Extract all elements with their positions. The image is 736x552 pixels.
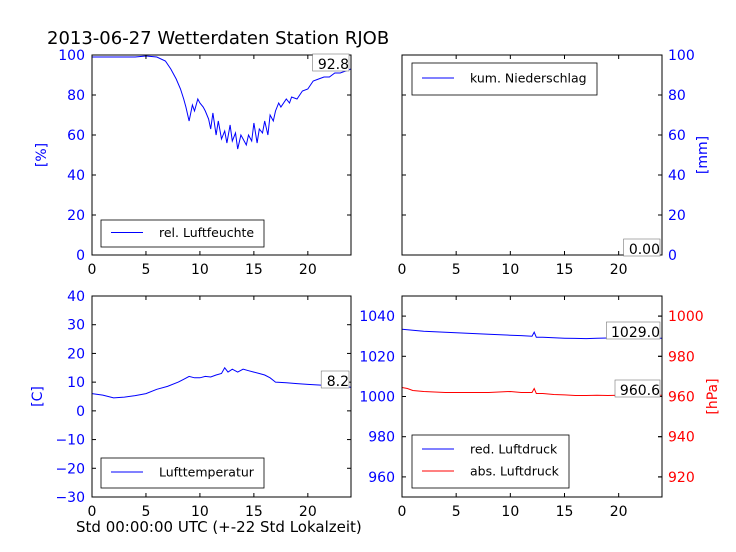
y-tick-label: −10	[55, 433, 85, 449]
y-tick-label: 40	[67, 168, 85, 184]
y-axis-label: [%]	[34, 143, 50, 167]
y-tick-label: 960	[368, 470, 395, 486]
y-tick-label: 10	[67, 375, 85, 391]
x-tick-label: 20	[299, 504, 317, 520]
plot-frame	[91, 295, 352, 498]
y-tick-label: 0	[76, 248, 85, 264]
x-tick-label: 0	[398, 262, 407, 278]
y2-tick-label: 1000	[668, 309, 704, 325]
y-tick-label: 20	[67, 346, 85, 362]
current-value-box	[623, 238, 661, 257]
y-tick-label: 80	[668, 88, 686, 104]
x-tick-label: 20	[299, 262, 317, 278]
x-tick-label: 5	[141, 504, 150, 520]
plot-frame	[401, 54, 663, 256]
legend: kum. Niederschlag	[411, 62, 598, 96]
y-tick-label: 60	[668, 128, 686, 144]
x-tick-label: 0	[88, 504, 97, 520]
x-tick-label: 10	[191, 262, 209, 278]
y2-tick-label: 940	[668, 430, 695, 446]
y-tick-label: 100	[58, 48, 85, 64]
y-tick-label: 1040	[359, 309, 395, 325]
legend-entry: red. Luftdruck	[470, 442, 558, 457]
x-tick-label: 15	[556, 504, 574, 520]
x-tick-label: 5	[141, 262, 150, 278]
x-tick-label: 10	[191, 504, 209, 520]
x-tick-label: 15	[556, 262, 574, 278]
x-tick-label: 0	[88, 262, 97, 278]
x-tick-label: 5	[452, 262, 461, 278]
y-tick-label: 40	[668, 168, 686, 184]
y-tick-label: 1020	[359, 349, 395, 365]
legend-entry: kum. Niederschlag	[470, 71, 587, 86]
chart-panel-top-right: 0 5 10 15 20 0 20 40 60 80 100 [mm] kum. Niederschla…	[398, 48, 711, 278]
chart-panel-bottom-left: 0 5 10 15 20 −30 −20 −10 0 10 20 30 40 [C] Lufttempera…	[30, 289, 352, 520]
y-tick-label: 0	[76, 404, 85, 420]
y-axis-label: [mm]	[695, 136, 711, 174]
legend: Lufttemperatur	[100, 457, 265, 489]
legend-entry: abs. Luftdruck	[470, 464, 560, 479]
y-tick-label: −30	[55, 490, 85, 506]
y-tick-label: 1000	[359, 390, 395, 406]
current-value-label: 92.8	[318, 57, 349, 73]
y-tick-label: 60	[67, 128, 85, 144]
y2-tick-label: 960	[668, 390, 695, 406]
y2-tick-label: 920	[668, 470, 695, 486]
series-line-red-luftdruck	[402, 328, 662, 340]
y-tick-label: 980	[368, 430, 395, 446]
chart-panel-bottom-right: 0 5 10 15 20 960 980 1000 1020 1040 920 940 960 980 10…	[359, 295, 721, 520]
series-line-lufttemperatur	[92, 366, 351, 399]
x-tick-label: 20	[610, 262, 628, 278]
plot-frame	[91, 54, 352, 256]
y-tick-label: −20	[55, 461, 85, 477]
current-value-box	[614, 379, 661, 398]
series-line-abs-luftdruck	[402, 387, 662, 397]
x-tick-label: 15	[245, 262, 263, 278]
current-value-label: 0.00	[629, 242, 660, 258]
current-value-box	[606, 321, 661, 340]
current-value-box	[320, 370, 350, 389]
y-tick-label: 20	[668, 208, 686, 224]
x-tick-label: 10	[501, 504, 519, 520]
x-axis-label: Std 00:00:00 UTC (+-22 Std Lokalzeit)	[76, 518, 362, 536]
x-tick-label: 15	[245, 504, 263, 520]
x-tick-label: 5	[452, 504, 461, 520]
x-tick-label: 20	[610, 504, 628, 520]
y-tick-label: 100	[668, 48, 695, 64]
legend: rel. Luftfeuchte	[100, 219, 265, 248]
y-axis-label: [hPa]	[705, 378, 721, 414]
y-tick-label: 0	[668, 248, 677, 264]
y2-tick-label: 980	[668, 349, 695, 365]
y-tick-label: 80	[67, 88, 85, 104]
y-tick-label: 40	[67, 289, 85, 305]
current-value-label: 960.6	[620, 383, 660, 399]
current-value-label: 1029.0	[611, 325, 660, 341]
chart-panel-top-left: 0 5 10 15 20 0 20 40 60 80 100 [%] rel. Luftfeuchte 9…	[34, 48, 352, 278]
figure-title: 2013-06-27 Wetterdaten Station RJOB	[47, 28, 389, 49]
y-tick-label: 30	[67, 318, 85, 334]
x-tick-label: 10	[501, 262, 519, 278]
legend: red. Luftdruck abs. Luftdruck	[411, 434, 570, 489]
series-line-rel-luftfeuchte	[92, 55, 351, 150]
current-value-label: 8.2	[327, 374, 349, 390]
current-value-box	[312, 53, 350, 72]
legend-entry: rel. Luftfeuchte	[159, 225, 254, 240]
y-tick-label: 20	[67, 208, 85, 224]
x-tick-label: 0	[398, 504, 407, 520]
y-axis-label: [C]	[30, 386, 46, 407]
legend-entry: Lufttemperatur	[159, 465, 255, 480]
